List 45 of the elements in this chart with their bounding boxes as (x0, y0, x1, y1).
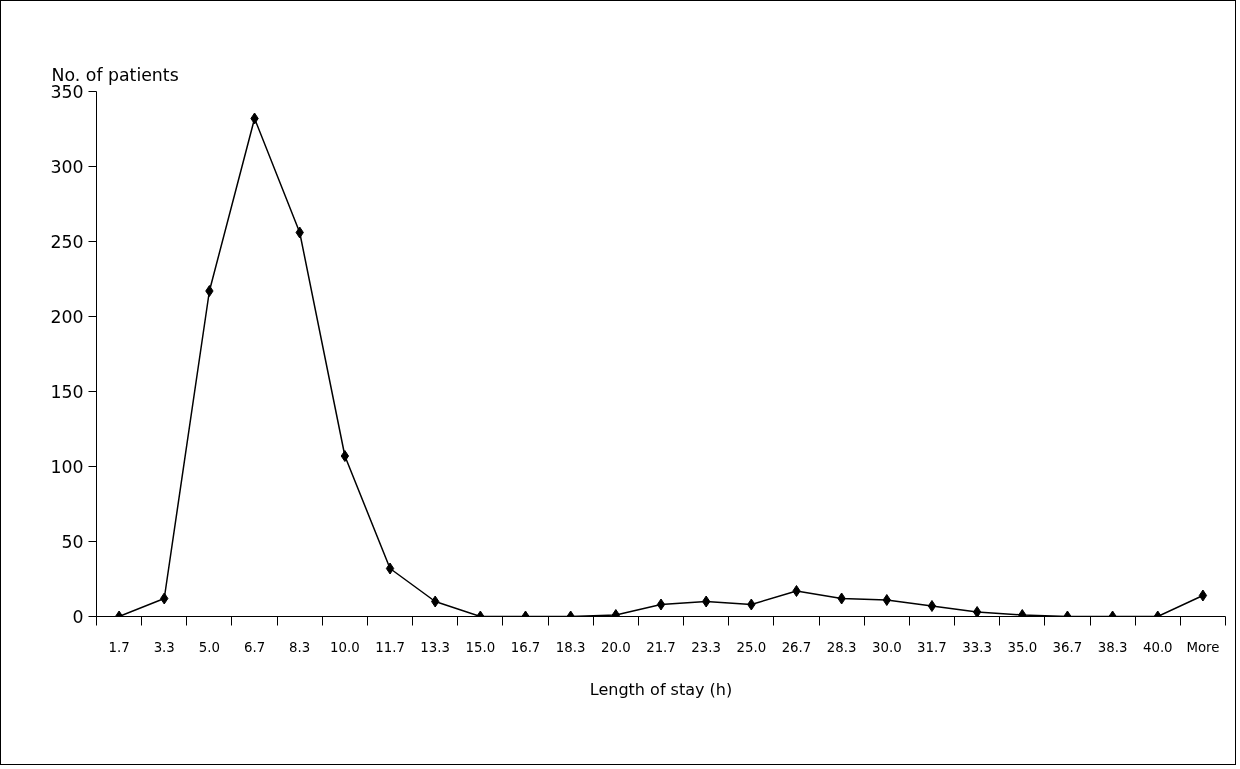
y-tick-label: 350 (50, 82, 84, 102)
x-tick-label: 1.7 (108, 639, 130, 655)
point (701, 595, 711, 608)
y-axis-title: No. of patients (51, 64, 179, 85)
x-tick-label: 8.3 (289, 639, 311, 655)
y-tick-label: 300 (50, 157, 84, 177)
x-tick-label: 40.0 (1142, 639, 1173, 655)
point (792, 585, 801, 597)
x-tick-label: 25.0 (736, 639, 767, 655)
y-tick-label: 200 (50, 307, 84, 327)
x-tick-label: 11.7 (375, 639, 405, 655)
x-tick-label: 36.7 (1052, 639, 1083, 655)
x-tick-label: More (1186, 639, 1220, 655)
x-tick-label: 31.7 (917, 639, 947, 655)
point (340, 450, 350, 462)
y-tick-label: 100 (50, 457, 84, 477)
x-tick-label: 35.0 (1007, 639, 1038, 655)
y-tick-label: 150 (50, 382, 84, 402)
x-tick-label: 26.7 (781, 639, 812, 655)
x-tick-label: 30.0 (871, 639, 902, 655)
x-tick-label: 3.3 (153, 639, 175, 655)
point (882, 594, 891, 606)
point (656, 598, 666, 611)
x-tick-label: 20.0 (601, 639, 631, 655)
x-axis-title: Length of stay (h) (589, 679, 733, 699)
x-tick-label: 33.3 (962, 639, 992, 655)
point (972, 606, 982, 617)
x-tick-label: 16.7 (510, 639, 541, 655)
point (385, 562, 395, 575)
x-tick-label: 28.3 (826, 639, 857, 655)
x-tick-label: 18.3 (555, 639, 586, 655)
x-tick-label: 15.0 (465, 639, 496, 655)
y-tick-label: 250 (50, 232, 84, 252)
y-tick-label: 50 (61, 532, 84, 552)
point (1198, 589, 1208, 602)
x-tick-label: 23.3 (691, 639, 722, 655)
x-tick-label: 13.3 (420, 639, 451, 655)
x-tick-label: 6.7 (243, 639, 266, 655)
x-tick-label: 5.0 (198, 639, 221, 655)
y-tick-label: 0 (72, 607, 84, 627)
x-tick-label: 21.7 (646, 639, 676, 655)
x-tick-label: 10.0 (330, 639, 360, 655)
x-tick-label: 38.3 (1097, 639, 1128, 655)
point (927, 600, 937, 612)
point (205, 285, 214, 297)
